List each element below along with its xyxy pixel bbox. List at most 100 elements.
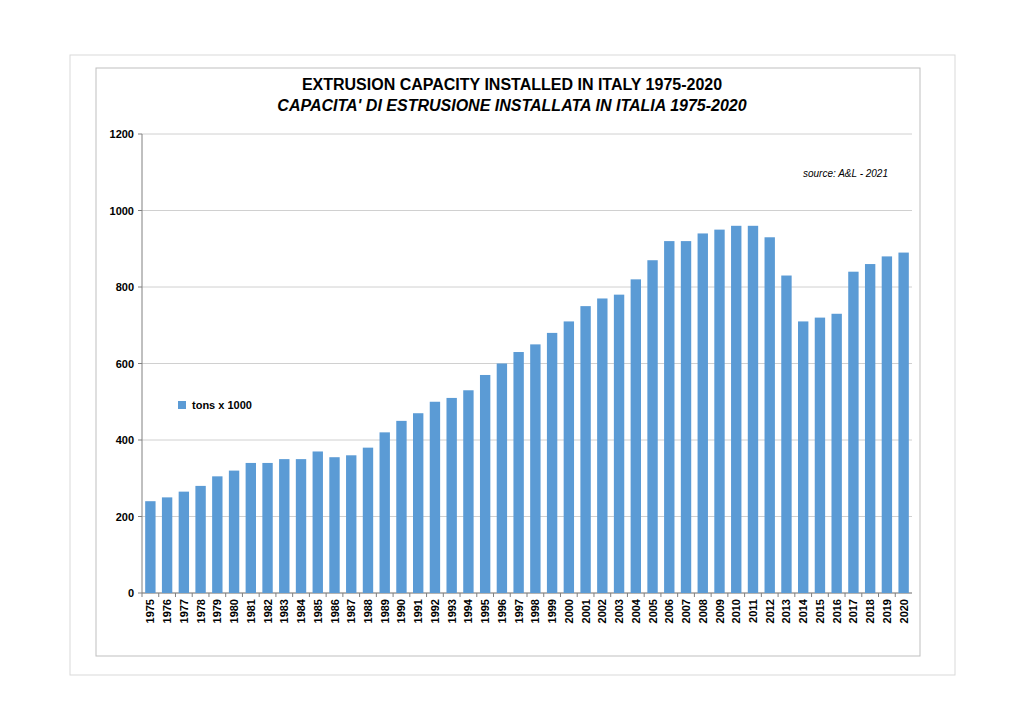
x-tick-label: 2006: [663, 599, 675, 623]
x-tick-label: 2015: [814, 599, 826, 623]
bar: [765, 237, 775, 593]
x-tick-mark: [761, 593, 762, 597]
chart-frame: [96, 68, 920, 656]
bar: [698, 233, 708, 593]
x-tick-mark: [627, 593, 628, 597]
x-tick-label: 2014: [797, 598, 809, 623]
x-tick-mark: [711, 593, 712, 597]
x-tick-mark: [828, 593, 829, 597]
bar: [681, 241, 691, 593]
y-tick-label: 0: [128, 587, 134, 599]
bar: [898, 253, 908, 593]
y-tick-label: 800: [116, 281, 134, 293]
x-tick-mark: [644, 593, 645, 597]
x-tick-mark: [660, 593, 661, 597]
x-tick-mark: [794, 593, 795, 597]
x-tick-mark: [359, 593, 360, 597]
x-tick-label: 1981: [245, 599, 257, 623]
y-tick-label: 600: [116, 358, 134, 370]
x-tick-label: 1990: [395, 599, 407, 623]
legend-swatch: [178, 401, 186, 409]
y-tick-label: 1000: [110, 205, 134, 217]
x-tick-mark: [560, 593, 561, 597]
bar: [798, 321, 808, 593]
bar: [380, 432, 390, 593]
x-tick-mark: [677, 593, 678, 597]
x-tick-label: 1982: [262, 599, 274, 623]
bar: [179, 492, 189, 593]
x-tick-mark: [610, 593, 611, 597]
x-tick-label: 2016: [831, 599, 843, 623]
grid-line: [142, 287, 912, 288]
x-tick-label: 2008: [697, 599, 709, 623]
x-tick-label: 2012: [764, 599, 776, 623]
bar: [329, 457, 339, 593]
bar: [446, 398, 456, 593]
x-tick-label: 1977: [178, 599, 190, 623]
bar: [363, 448, 373, 593]
bar: [631, 279, 641, 593]
x-tick-label: 1997: [513, 599, 525, 623]
bar: [815, 318, 825, 593]
subtitle: CAPACITA' DI ESTRUSIONE INSTALLATA IN IT…: [277, 97, 746, 114]
bar: [279, 459, 289, 593]
bar: [614, 295, 624, 593]
bar: [882, 256, 892, 593]
bar: [313, 451, 323, 593]
grid-line: [142, 363, 912, 364]
x-tick-label: 2020: [898, 599, 910, 623]
x-tick-mark: [895, 593, 896, 597]
title: EXTRUSION CAPACITY INSTALLED IN ITALY 19…: [302, 76, 722, 93]
annotation: source: A&L - 2021: [803, 168, 888, 179]
x-tick-mark: [878, 593, 879, 597]
x-tick-mark: [443, 593, 444, 597]
x-tick-label: 2013: [780, 599, 792, 623]
bar: [597, 298, 607, 593]
x-tick-label: 2005: [647, 599, 659, 623]
x-tick-label: 1986: [329, 599, 341, 623]
bar: [831, 314, 841, 593]
x-tick-mark: [727, 593, 728, 597]
x-tick-mark: [275, 593, 276, 597]
x-tick-label: 2019: [881, 599, 893, 623]
x-tick-mark: [409, 593, 410, 597]
x-tick-mark: [577, 593, 578, 597]
x-tick-label: 2017: [847, 599, 859, 623]
x-tick-label: 1978: [195, 599, 207, 623]
x-tick-mark: [158, 593, 159, 597]
x-tick-label: 1984: [295, 598, 307, 623]
y-tick-label: 1200: [110, 128, 134, 140]
x-tick-label: 2004: [630, 598, 642, 623]
x-tick-mark: [593, 593, 594, 597]
bar: [145, 501, 155, 593]
x-tick-mark: [460, 593, 461, 597]
bar: [296, 459, 306, 593]
x-tick-mark: [393, 593, 394, 597]
x-tick-mark: [811, 593, 812, 597]
x-tick-mark: [493, 593, 494, 597]
x-tick-label: 2001: [580, 599, 592, 623]
x-tick-label: 1989: [379, 599, 391, 623]
x-tick-mark: [694, 593, 695, 597]
chart: EXTRUSION CAPACITY INSTALLED IN ITALY 19…: [0, 0, 1024, 712]
x-tick-label: 2000: [563, 599, 575, 623]
tick-mark: [138, 363, 142, 364]
bar: [430, 402, 440, 593]
bar: [781, 276, 791, 593]
page-frame: [70, 55, 955, 675]
x-tick-label: 1995: [479, 599, 491, 623]
x-tick-mark: [242, 593, 243, 597]
x-tick-mark: [208, 593, 209, 597]
bar: [212, 476, 222, 593]
x-tick-label: 2003: [613, 599, 625, 623]
x-tick-label: 1987: [345, 599, 357, 623]
x-tick-label: 2018: [864, 599, 876, 623]
x-tick-mark: [292, 593, 293, 597]
x-tick-label: 1994: [462, 598, 474, 623]
x-tick-label: 1991: [412, 599, 424, 623]
x-tick-label: 1983: [278, 599, 290, 623]
tick-mark: [138, 593, 142, 594]
bar: [229, 471, 239, 593]
bar: [262, 463, 272, 593]
x-tick-mark: [744, 593, 745, 597]
